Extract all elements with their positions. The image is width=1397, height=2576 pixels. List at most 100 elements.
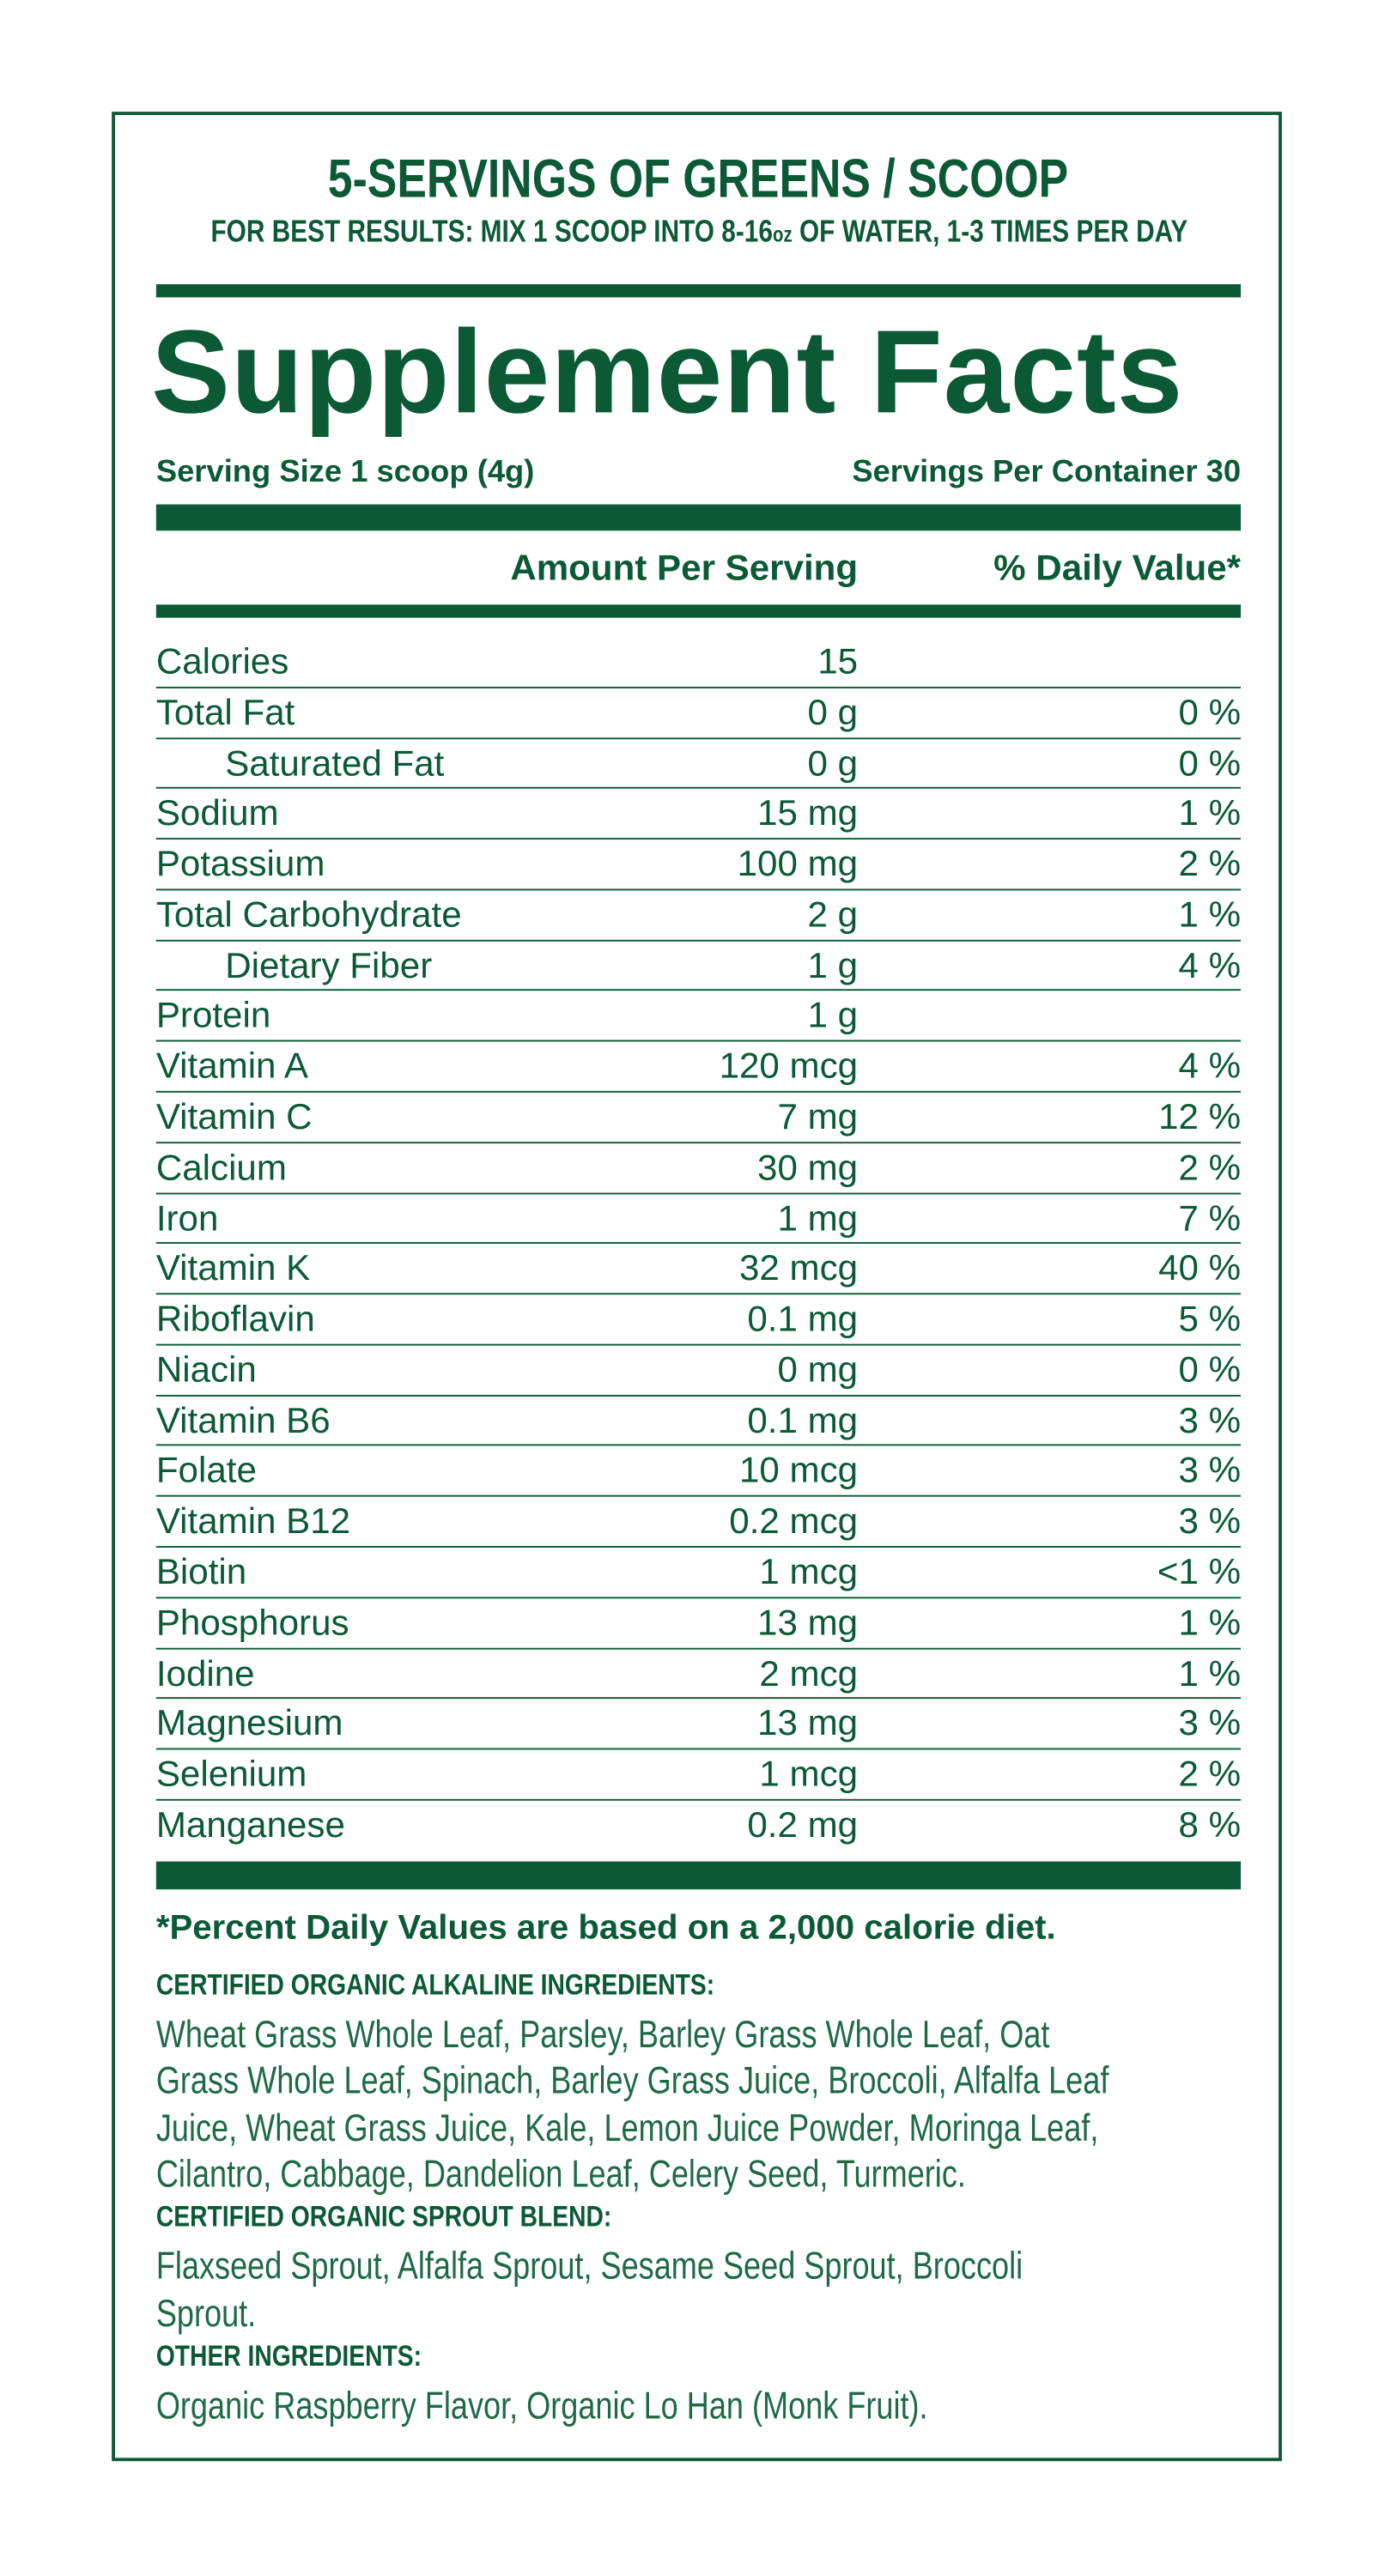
nutrient-name: Total Fat <box>155 691 295 733</box>
nutrient-row: Vitamin A 120 mcg 4 % <box>155 1042 1242 1093</box>
nutrient-name: Vitamin K <box>155 1247 311 1289</box>
divider <box>155 504 1242 531</box>
subtitle-text: FOR BEST RESULTS: MIX 1 SCOOP INTO 8-16o… <box>210 215 1187 252</box>
nutrient-name: Biotin <box>155 1550 247 1592</box>
nutrient-row: Folate 10 mcg 3 % <box>155 1446 1242 1498</box>
nutrient-amount: 0 mg <box>777 1349 859 1391</box>
nutrient-daily-value: 3 % <box>1178 1399 1242 1440</box>
nutrient-row: Dietary Fiber 1 g 4 % <box>155 941 1242 991</box>
nutrient-row: Saturated Fat 0 g 0 % <box>155 738 1242 790</box>
nutrient-daily-value: 40 % <box>1158 1247 1242 1289</box>
nutrient-daily-value: 1 % <box>1178 1601 1242 1643</box>
label-border <box>112 112 1282 2462</box>
nutrient-daily-value: 8 % <box>1178 1803 1242 1846</box>
nutrient-row: Vitamin K 32 mcg 40 % <box>155 1245 1242 1295</box>
nutrient-row: Potassium 100 mg 2 % <box>155 839 1242 891</box>
nutrient-daily-value: 3 % <box>1178 1702 1242 1744</box>
nutrient-row: Riboflavin 0.1 mg 5 % <box>155 1294 1242 1346</box>
nutrient-daily-value: 3 % <box>1178 1450 1242 1491</box>
nutrient-daily-value: 1 % <box>1178 1652 1242 1694</box>
nutrient-row: Biotin 1 mcg <1 % <box>155 1548 1242 1598</box>
nutrient-amount: 120 mcg <box>719 1045 859 1087</box>
nutrient-amount: 15 <box>817 640 859 682</box>
subtitle-part: OF WATER, 1-3 TIMES PER DAY <box>791 215 1187 250</box>
nutrient-amount: 1 mcg <box>759 1753 859 1795</box>
title-text: 5-SERVINGS OF GREENS / SCOOP <box>328 148 1069 209</box>
nutrient-row: Phosphorus 13 mg 1 % <box>155 1598 1242 1649</box>
nutrient-name: Vitamin C <box>155 1095 313 1137</box>
nutrient-daily-value: 4 % <box>1178 1045 1242 1087</box>
nutrient-row: Iodine 2 mcg 1 % <box>155 1649 1242 1700</box>
nutrient-name: Vitamin B12 <box>155 1500 351 1542</box>
nutrient-amount: 15 mg <box>757 792 859 834</box>
nutrient-amount: 0.1 mg <box>747 1298 859 1340</box>
nutrient-row: Magnesium 13 mg 3 % <box>155 1700 1242 1750</box>
nutrient-daily-value: 2 % <box>1178 1146 1242 1188</box>
nutrient-daily-value: 5 % <box>1178 1298 1242 1340</box>
nutrient-daily-value: 12 % <box>1158 1095 1242 1137</box>
ingredient-text: Cilantro, Cabbage, Dandelion Leaf, Celer… <box>155 2152 966 2195</box>
subtitle-part: FOR BEST RESULTS: MIX 1 SCOOP INTO 8-16 <box>210 215 773 250</box>
ingredient-text: Sprout. <box>155 2291 257 2334</box>
nutrient-amount: 0 g <box>807 691 859 733</box>
nutrient-row: Vitamin B6 0.1 mg 3 % <box>155 1396 1242 1447</box>
nutrient-name: Riboflavin <box>155 1298 315 1340</box>
footnote: *Percent Daily Values are based on a 2,0… <box>155 1909 1056 1948</box>
nutrient-name: Iodine <box>155 1652 255 1694</box>
nutrient-daily-value: 3 % <box>1178 1500 1242 1542</box>
nutrient-row: Calcium 30 mg 2 % <box>155 1143 1242 1194</box>
nutrient-amount: 10 mcg <box>739 1450 859 1491</box>
nutrient-row: Manganese 0.2 mg 8 % <box>156 1801 1241 1852</box>
nutrient-daily-value: 0 % <box>1178 742 1242 784</box>
nutrient-name: Total Carbohydrate <box>155 894 462 935</box>
nutrient-name: Sodium <box>155 792 279 834</box>
nutrient-daily-value: 7 % <box>1178 1197 1242 1239</box>
nutrient-daily-value: 2 % <box>1178 843 1242 884</box>
ingredient-text: Juice, Wheat Grass Juice, Kale, Lemon Ju… <box>155 2105 1099 2149</box>
nutrient-row: Iron 1 mg 7 % <box>155 1194 1242 1245</box>
nutrient-amount: 32 mcg <box>739 1247 859 1289</box>
nutrient-amount: 2 g <box>807 894 859 935</box>
subtitle-unit: oz <box>772 221 792 247</box>
ingredient-heading: OTHER INGREDIENTS: <box>155 2339 422 2373</box>
ingredient-text: Organic Raspberry Flavor, Organic Lo Han… <box>155 2383 928 2427</box>
nutrient-name: Calcium <box>155 1146 287 1188</box>
nutrient-amount: 30 mg <box>757 1146 859 1188</box>
nutrient-name: Calories <box>155 640 289 682</box>
nutrient-daily-value: 0 % <box>1178 1349 1242 1391</box>
nutrient-amount: 0.2 mcg <box>729 1500 859 1542</box>
nutrient-amount: 1 g <box>807 994 859 1036</box>
nutrient-amount: 13 mg <box>757 1601 859 1643</box>
nutrient-name: Vitamin B6 <box>155 1399 331 1440</box>
nutrient-daily-value: <1 % <box>1157 1550 1242 1592</box>
nutrient-row: Protein 1 g <box>155 991 1242 1042</box>
nutrient-amount: 2 mcg <box>759 1652 859 1694</box>
nutrient-name: Protein <box>155 994 271 1036</box>
title: 5-SERVINGS OF GREENS / SCOOP <box>0 148 1397 210</box>
nutrient-amount: 0.1 mg <box>747 1399 859 1440</box>
nutrient-daily-value: 1 % <box>1178 792 1242 834</box>
nutrient-name: Niacin <box>155 1349 257 1391</box>
panel-title: Supplement Facts <box>151 306 1184 439</box>
subtitle: FOR BEST RESULTS: MIX 1 SCOOP INTO 8-16o… <box>0 215 1397 252</box>
nutrient-amount: 7 mg <box>777 1095 859 1137</box>
nutrient-name: Magnesium <box>155 1702 343 1744</box>
nutrient-amount: 0 g <box>807 742 859 784</box>
nutrient-amount: 13 mg <box>757 1702 859 1744</box>
nutrient-name: Selenium <box>155 1753 307 1795</box>
nutrient-amount: 100 mg <box>737 843 859 884</box>
nutrient-name: Phosphorus <box>155 1601 349 1643</box>
ingredient-text: Grass Whole Leaf, Spinach, Barley Grass … <box>155 2058 1109 2102</box>
serving-size: Serving Size 1 scoop (4g) <box>155 455 535 490</box>
nutrient-name: Vitamin A <box>155 1045 308 1087</box>
nutrient-amount: 1 mg <box>777 1197 859 1239</box>
nutrient-daily-value: 2 % <box>1178 1753 1242 1795</box>
ingredient-text: Wheat Grass Whole Leaf, Parsley, Barley … <box>155 2012 1050 2056</box>
servings-per-container: Servings Per Container 30 <box>852 455 1242 490</box>
divider <box>155 1861 1242 1890</box>
nutrient-name: Iron <box>155 1197 219 1239</box>
nutrient-row: Vitamin B12 0.2 mcg 3 % <box>155 1497 1242 1549</box>
ingredient-heading: CERTIFIED ORGANIC ALKALINE INGREDIENTS: <box>155 1967 715 2002</box>
column-header: % Daily Value* <box>993 547 1242 589</box>
